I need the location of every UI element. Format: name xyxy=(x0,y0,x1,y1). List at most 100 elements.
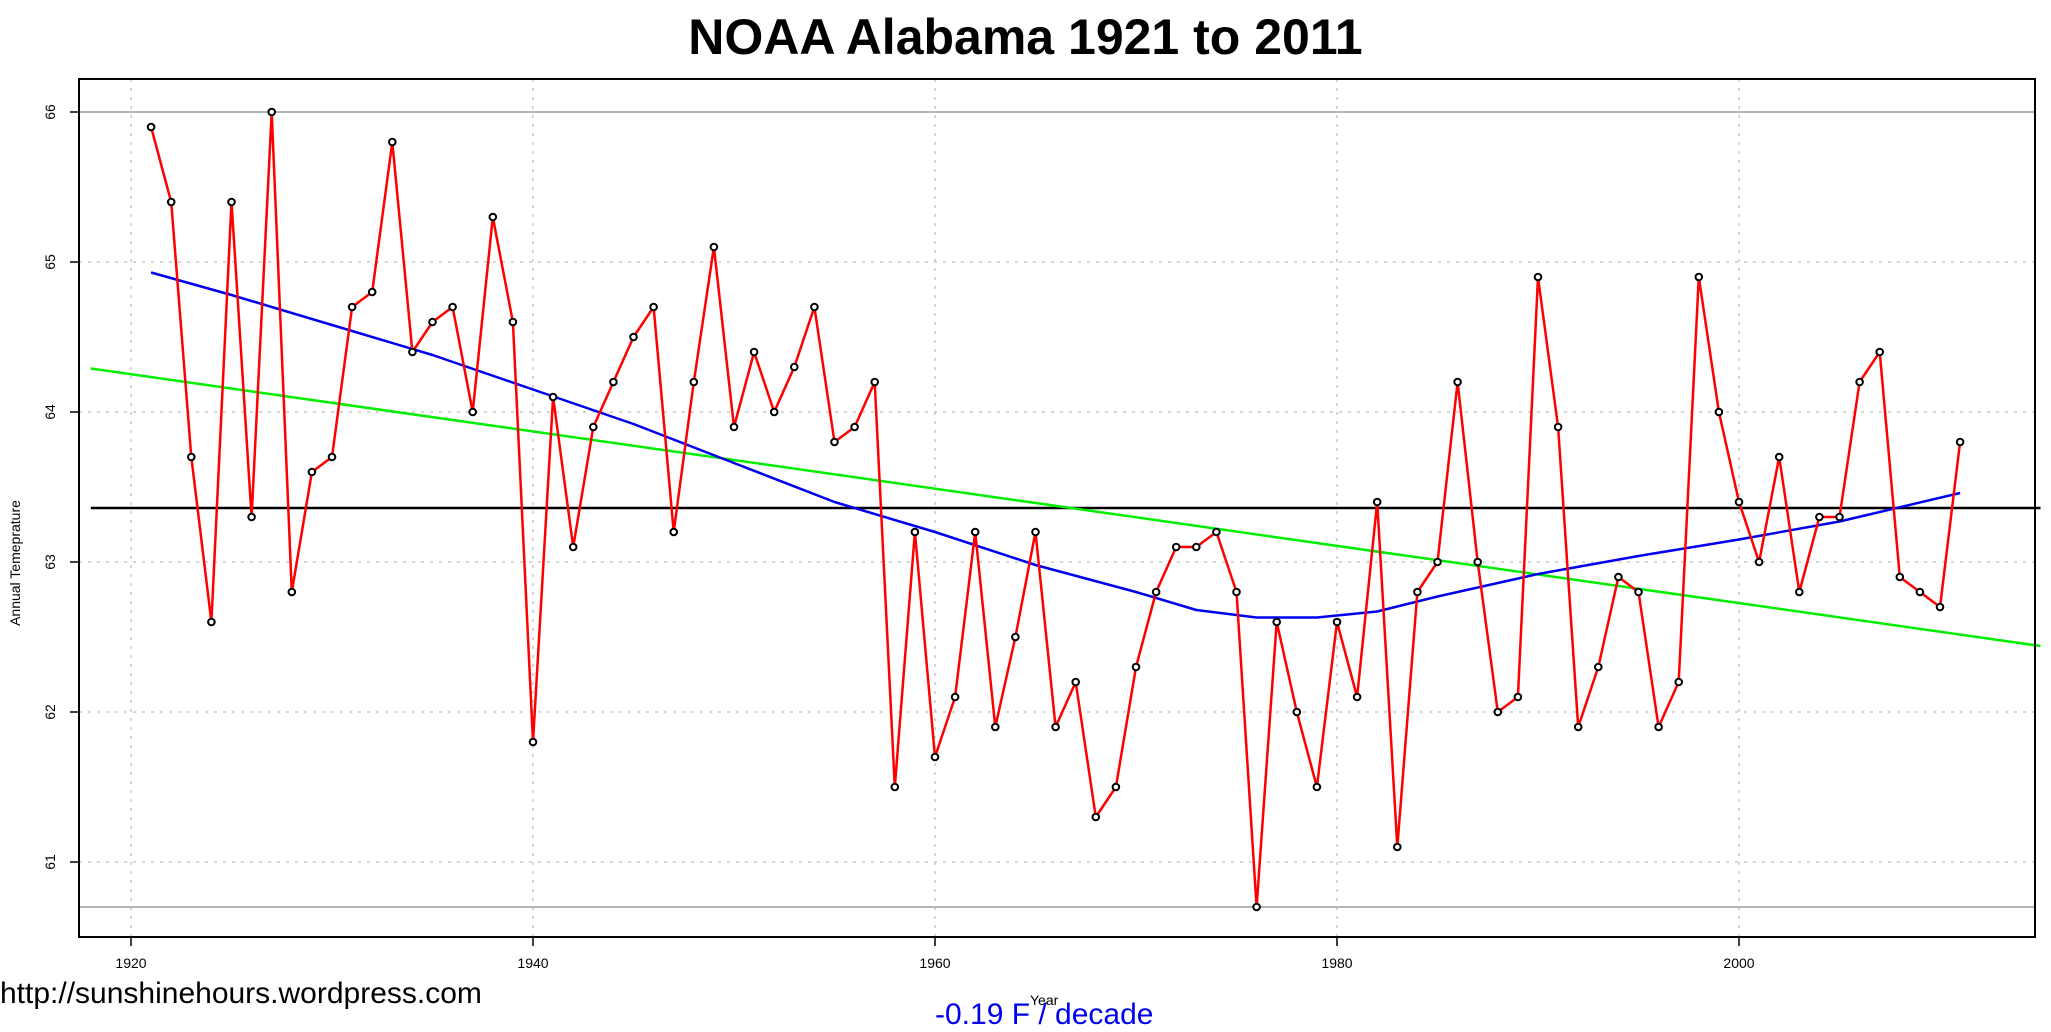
data-point xyxy=(1895,572,1905,582)
series-layer xyxy=(90,110,2041,909)
points-layer xyxy=(146,107,1965,912)
data-point xyxy=(970,527,980,537)
data-point xyxy=(1493,707,1503,717)
data-point xyxy=(347,302,357,312)
reference-lines xyxy=(79,111,2035,908)
footer-url: http://sunshinehours.wordpress.com xyxy=(0,977,482,1010)
y-tick-label: 62 xyxy=(42,704,58,720)
data-point xyxy=(146,122,156,132)
data-point xyxy=(1473,557,1482,567)
data-point xyxy=(468,407,478,417)
data-point xyxy=(629,332,638,342)
data-point xyxy=(709,242,719,252)
data-point xyxy=(1875,347,1884,357)
data-point xyxy=(207,617,216,627)
data-point xyxy=(488,212,498,222)
data-point xyxy=(910,527,920,537)
data-point xyxy=(247,512,256,522)
data-point xyxy=(1212,527,1221,537)
data-point xyxy=(1292,707,1302,717)
data-point xyxy=(1594,662,1603,672)
x-tick-label: 1960 xyxy=(919,955,950,971)
data-point xyxy=(850,422,859,432)
data-point xyxy=(508,317,518,327)
series-line-linear-fit xyxy=(90,367,2041,648)
data-point xyxy=(1171,542,1181,552)
data-point xyxy=(408,347,417,357)
data-point xyxy=(1774,452,1784,462)
data-point xyxy=(1935,602,1945,612)
data-point xyxy=(1433,557,1442,567)
data-point xyxy=(287,587,297,597)
chart-title: NOAA Alabama 1921 to 2011 xyxy=(688,9,1363,65)
data-point xyxy=(1754,557,1764,567)
data-point xyxy=(950,692,960,702)
y-tick-label: 65 xyxy=(42,254,58,270)
data-point xyxy=(327,452,337,462)
data-point xyxy=(1051,722,1060,732)
data-point xyxy=(1071,677,1080,687)
data-point xyxy=(307,467,317,477)
data-point xyxy=(1533,272,1543,282)
data-point xyxy=(649,302,658,312)
data-point xyxy=(830,437,839,447)
data-point xyxy=(790,362,799,372)
data-point xyxy=(1091,812,1101,822)
data-point xyxy=(1714,407,1724,417)
y-tick-label: 63 xyxy=(42,554,58,570)
x-tick-label: 1980 xyxy=(1321,955,1352,971)
data-point xyxy=(1955,437,1965,447)
data-point xyxy=(1573,722,1583,732)
data-point xyxy=(187,452,196,462)
series-line-smoothed-trend xyxy=(150,271,1961,619)
data-point xyxy=(1131,662,1141,672)
data-point xyxy=(609,377,618,387)
data-point xyxy=(1413,587,1422,597)
data-point xyxy=(1674,677,1683,687)
data-point xyxy=(769,407,779,417)
data-point xyxy=(589,422,598,432)
data-point xyxy=(1192,542,1201,552)
data-point xyxy=(749,347,759,357)
x-tick-label: 1920 xyxy=(115,955,146,971)
data-point xyxy=(548,392,558,402)
data-point xyxy=(1111,782,1121,792)
data-point xyxy=(1553,422,1563,432)
data-point xyxy=(991,722,1000,732)
data-point xyxy=(448,302,457,312)
data-point xyxy=(1634,587,1643,597)
data-point xyxy=(227,197,236,207)
data-point xyxy=(267,107,277,117)
data-point xyxy=(1835,512,1844,522)
data-point xyxy=(166,197,176,207)
data-point xyxy=(1795,587,1804,597)
data-point xyxy=(1252,902,1261,912)
trend-annotation: -0.19 F / decade xyxy=(935,998,1154,1031)
data-point xyxy=(1915,587,1925,597)
series-line-annual-temperature xyxy=(149,110,1962,909)
data-point xyxy=(930,752,940,762)
axis-layer: 1920 1940 1960 1980 2000 61 62 63 64 65 66 xyxy=(42,104,1755,971)
data-point xyxy=(1815,512,1824,522)
data-point xyxy=(1734,497,1744,507)
x-axis-label: Year xyxy=(1030,992,1059,1008)
data-point xyxy=(1151,587,1161,597)
data-point xyxy=(1654,722,1663,732)
data-point xyxy=(1694,272,1704,282)
data-point xyxy=(729,422,739,432)
data-point xyxy=(1312,782,1322,792)
data-point xyxy=(1393,842,1402,852)
y-tick-label: 64 xyxy=(42,404,58,420)
data-point xyxy=(890,782,900,792)
data-point xyxy=(1352,692,1362,702)
x-tick-label: 2000 xyxy=(1723,955,1754,971)
data-point xyxy=(1332,617,1342,627)
data-point xyxy=(528,737,538,747)
data-point xyxy=(1011,632,1020,642)
data-point xyxy=(428,317,437,327)
x-tick-label: 1940 xyxy=(517,955,548,971)
data-point xyxy=(1513,692,1523,702)
data-point xyxy=(669,527,679,537)
data-point xyxy=(1272,617,1281,627)
